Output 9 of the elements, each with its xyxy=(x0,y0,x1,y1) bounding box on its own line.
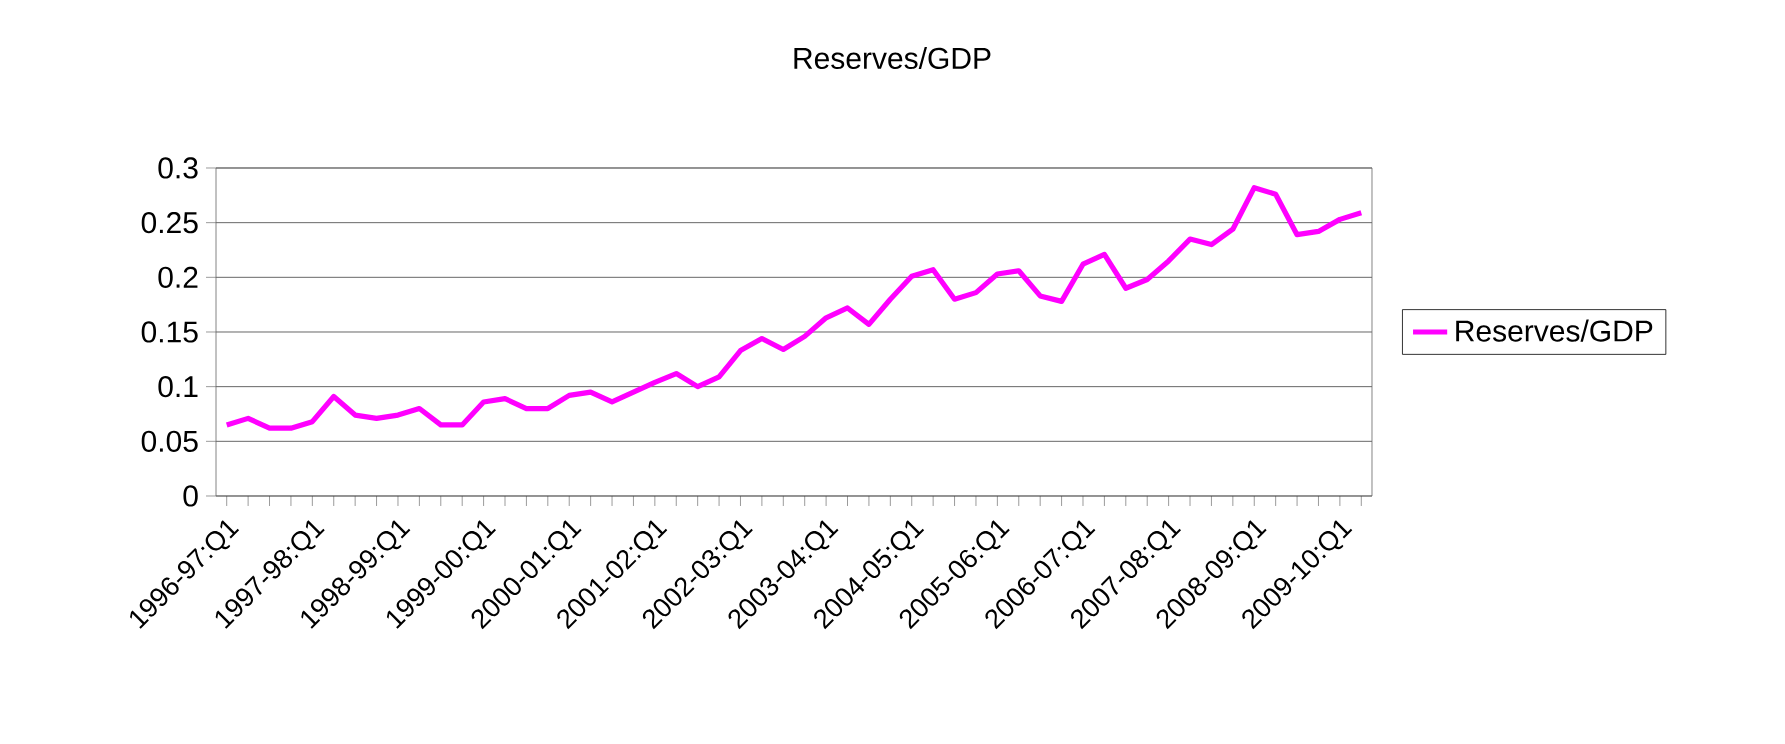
y-tick-label: 0.2 xyxy=(158,266,198,288)
y-tick-label: 0.25 xyxy=(141,212,198,234)
y-tick-label: 0.3 xyxy=(158,157,198,179)
y-tick-label: 0.05 xyxy=(141,430,198,452)
legend-label: Reserves/GDP xyxy=(1456,319,1653,342)
chart-title: Reserves/GDP xyxy=(794,46,991,69)
y-tick-label: 0 xyxy=(183,485,198,507)
y-tick-label: 0.1 xyxy=(158,376,198,398)
y-tick-label: 0.15 xyxy=(141,321,198,343)
